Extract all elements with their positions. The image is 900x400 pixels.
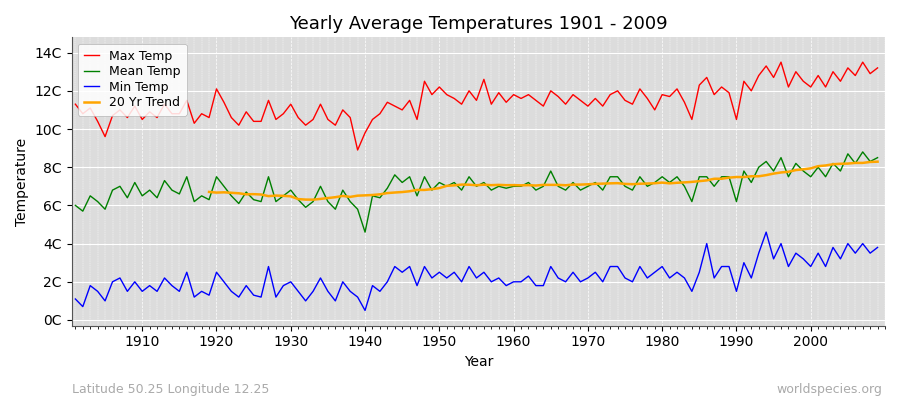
- Min Temp: [360, 308, 371, 313]
- 20 Yr Trend: [382, 191, 392, 196]
- Max Temp: [292, 115, 303, 120]
- Line: Max Temp: Max Temp: [76, 62, 878, 150]
- Mean Temp: [130, 180, 140, 185]
- Mean Temp: [338, 188, 348, 192]
- 20 Yr Trend: [776, 170, 787, 175]
- Min Temp: [338, 279, 348, 284]
- Min Temp: [760, 230, 771, 234]
- Max Temp: [338, 108, 348, 112]
- 20 Yr Trend: [367, 192, 378, 197]
- Min Temp: [70, 296, 81, 301]
- 20 Yr Trend: [285, 194, 296, 199]
- 20 Yr Trend: [203, 190, 214, 194]
- Mean Temp: [508, 184, 519, 189]
- Min Temp: [130, 279, 140, 284]
- 20 Yr Trend: [308, 197, 319, 202]
- Mean Temp: [70, 203, 81, 208]
- Mean Temp: [858, 150, 868, 154]
- Max Temp: [605, 92, 616, 97]
- Mean Temp: [292, 197, 303, 202]
- 20 Yr Trend: [858, 160, 868, 165]
- Line: Mean Temp: Mean Temp: [76, 152, 878, 232]
- Mean Temp: [605, 174, 616, 179]
- Max Temp: [130, 104, 140, 108]
- Min Temp: [872, 245, 883, 250]
- Max Temp: [516, 96, 526, 101]
- Title: Yearly Average Temperatures 1901 - 2009: Yearly Average Temperatures 1901 - 2009: [289, 15, 668, 33]
- Max Temp: [508, 92, 519, 97]
- Min Temp: [292, 289, 303, 294]
- Y-axis label: Temperature: Temperature: [15, 138, 29, 226]
- Min Temp: [516, 279, 526, 284]
- Mean Temp: [516, 184, 526, 189]
- Max Temp: [776, 60, 787, 64]
- Max Temp: [70, 102, 81, 106]
- Max Temp: [872, 66, 883, 70]
- Mean Temp: [360, 230, 371, 234]
- Min Temp: [508, 279, 519, 284]
- Min Temp: [605, 264, 616, 269]
- Mean Temp: [872, 155, 883, 160]
- 20 Yr Trend: [872, 159, 883, 164]
- 20 Yr Trend: [865, 160, 876, 164]
- Line: 20 Yr Trend: 20 Yr Trend: [209, 162, 878, 200]
- Line: Min Temp: Min Temp: [76, 232, 878, 310]
- Text: Latitude 50.25 Longitude 12.25: Latitude 50.25 Longitude 12.25: [72, 383, 269, 396]
- X-axis label: Year: Year: [464, 355, 493, 369]
- Text: worldspecies.org: worldspecies.org: [776, 383, 882, 396]
- Max Temp: [352, 148, 363, 152]
- Legend: Max Temp, Mean Temp, Min Temp, 20 Yr Trend: Max Temp, Mean Temp, Min Temp, 20 Yr Tre…: [78, 44, 187, 116]
